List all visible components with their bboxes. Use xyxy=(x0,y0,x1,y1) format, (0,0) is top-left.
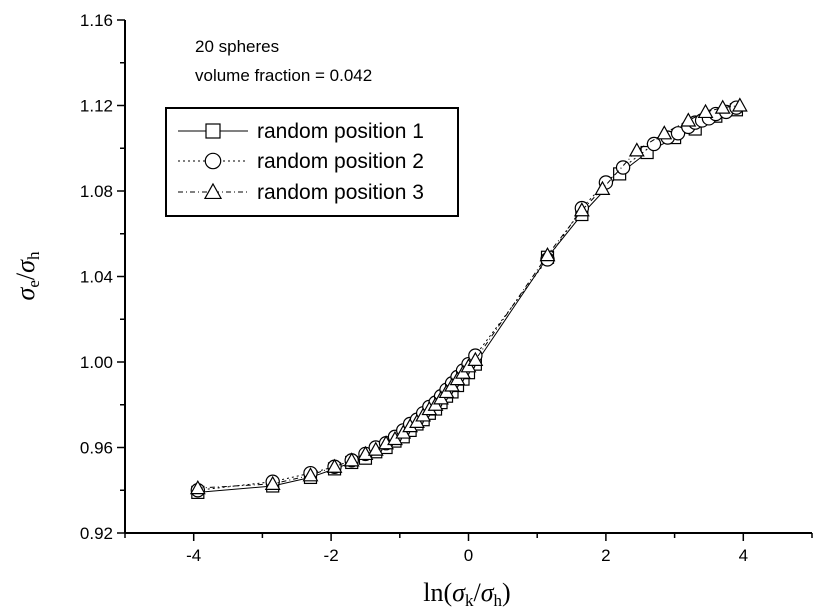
legend-marker-series-3 xyxy=(203,182,223,200)
triangle-marker xyxy=(714,99,731,114)
triangle-marker xyxy=(302,467,319,482)
x-tick-label: 4 xyxy=(739,546,748,565)
triangle-marker xyxy=(573,202,590,217)
triangle-marker xyxy=(539,246,556,262)
triangle-marker xyxy=(731,97,748,112)
legend-label-series-3: random position 3 xyxy=(257,181,424,204)
triangle-marker xyxy=(357,445,374,461)
circle-marker xyxy=(670,126,686,141)
triangle-marker xyxy=(656,125,673,140)
annotation-sphere-count: 20 spheres xyxy=(195,37,279,56)
triangle-marker xyxy=(680,112,697,127)
triangle-marker xyxy=(343,452,360,467)
legend-samples xyxy=(178,123,248,200)
legend-label-series-2: random position 2 xyxy=(257,150,424,173)
legend-label-series-1: random position 1 xyxy=(257,120,424,143)
y-tick-label: 0.96 xyxy=(80,439,113,458)
triangle-marker xyxy=(467,351,484,366)
y-tick-label: 0.92 xyxy=(80,524,113,543)
x-tick-label: -2 xyxy=(324,546,339,565)
x-axis-label: ln(σk/σh) xyxy=(423,578,510,609)
triangle-marker xyxy=(628,142,645,157)
x-tick-label: -4 xyxy=(186,546,201,565)
y-tick-label: 1.04 xyxy=(80,268,113,287)
axes: -4 -2 0 2 4 0.92 0.96 1.00 1.04 1.08 1.12 1.16 xyxy=(80,11,813,565)
y-axis-label: σe/σh xyxy=(11,251,43,300)
triangle-marker xyxy=(326,458,343,473)
y-tick-label: 1.16 xyxy=(80,11,113,30)
circle-marker xyxy=(615,160,631,175)
legend-marker-series-2 xyxy=(204,152,222,170)
series-3 xyxy=(189,97,748,495)
legend-marker-series-1 xyxy=(205,123,221,139)
y-tick-label: 1.08 xyxy=(80,182,113,201)
triangle-marker xyxy=(697,103,714,119)
triangle-marker xyxy=(189,479,206,495)
triangle-marker xyxy=(264,475,281,490)
y-tick-label: 1.00 xyxy=(80,353,113,372)
annotation-volume-fraction: volume fraction = 0.042 xyxy=(195,66,372,85)
triangle-marker xyxy=(594,180,611,195)
x-tick-label: 0 xyxy=(464,546,473,565)
legend: random position 1 random position 2 rand… xyxy=(165,107,459,217)
y-tick-label: 1.12 xyxy=(80,97,113,116)
x-tick-label: 2 xyxy=(601,546,610,565)
data-series-group xyxy=(189,97,748,499)
